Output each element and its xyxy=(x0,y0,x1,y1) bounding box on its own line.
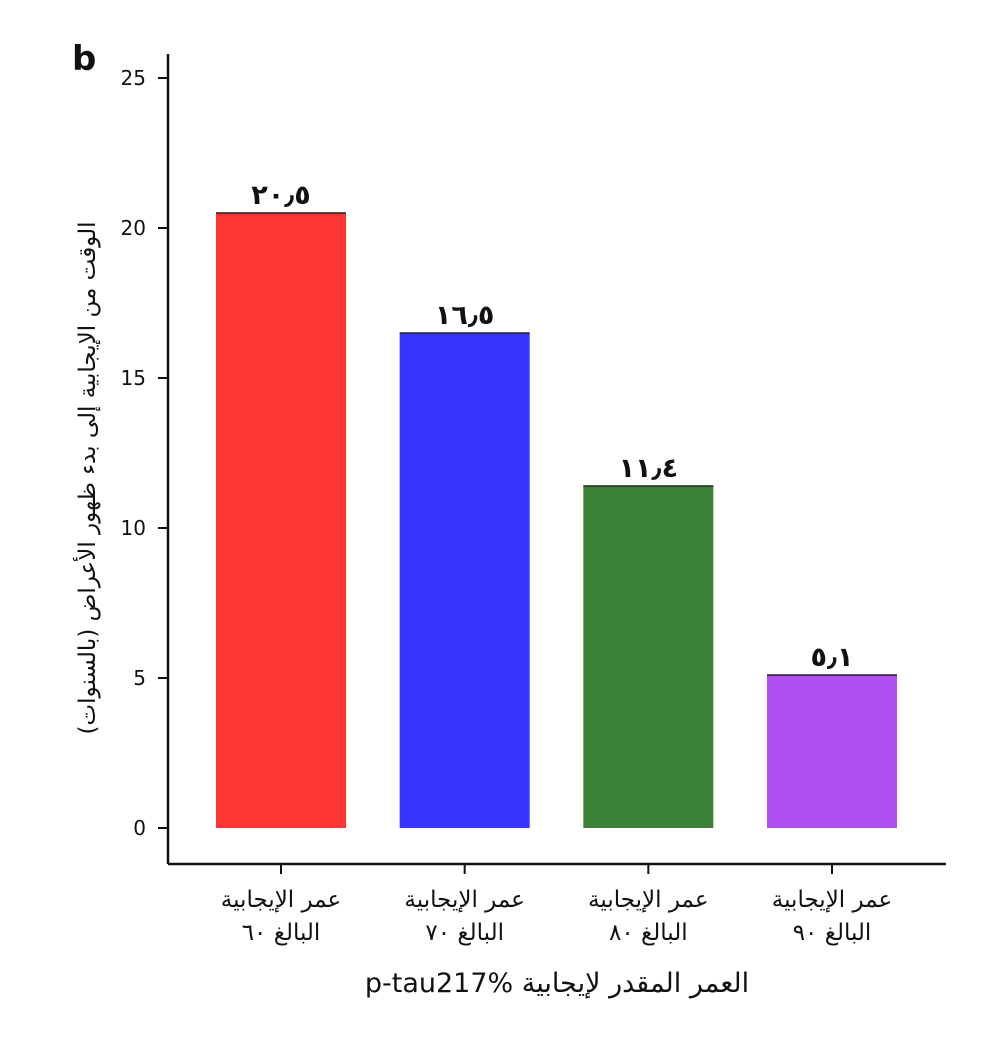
panel-label: b xyxy=(72,39,96,79)
y-tick-label: 15 xyxy=(121,366,146,390)
bar xyxy=(216,213,346,828)
data-label: ١١٫٤ xyxy=(619,453,679,484)
category-label: عمر الإيجابية xyxy=(221,887,341,913)
bar xyxy=(767,675,897,828)
category-label: عمر الإيجابية xyxy=(404,887,524,913)
data-label: ٢٠٫٥ xyxy=(251,180,311,211)
x-axis-title: العمر المقدر لإيجابية p-tau217% xyxy=(365,968,749,999)
x-axis xyxy=(168,862,946,874)
y-tick-label: 0 xyxy=(133,816,146,840)
bar xyxy=(399,333,530,828)
bar xyxy=(583,486,714,828)
y-tick-label: 5 xyxy=(133,666,146,690)
data-label: ٥٫١ xyxy=(810,642,853,673)
y-tick-label: 10 xyxy=(121,516,146,540)
category-label: عمر الإيجابية xyxy=(772,887,892,913)
category-label: البالغ ٩٠ xyxy=(793,920,872,946)
data-label: ١٦٫٥ xyxy=(435,300,495,331)
category-label: عمر الإيجابية xyxy=(588,887,708,913)
category-labels: عمر الإيجابية البالغ ٦٠ عمر الإيجابية البال… xyxy=(221,887,892,946)
category-label: البالغ ٨٠ xyxy=(609,920,688,946)
y-axis-title: الوقت من الإيجابية إلى بدء ظهور الأعراض … xyxy=(73,222,101,735)
y-tick-label: 20 xyxy=(121,216,146,240)
bars xyxy=(216,212,897,828)
y-tick-label: 25 xyxy=(121,66,146,90)
y-axis: 0 5 10 15 20 25 xyxy=(121,54,170,864)
category-label: البالغ ٧٠ xyxy=(425,920,504,946)
data-labels: ٢٠٫٥ ١٦٫٥ ١١٫٤ ٥٫١ xyxy=(251,180,853,673)
category-label: البالغ ٦٠ xyxy=(242,920,321,946)
